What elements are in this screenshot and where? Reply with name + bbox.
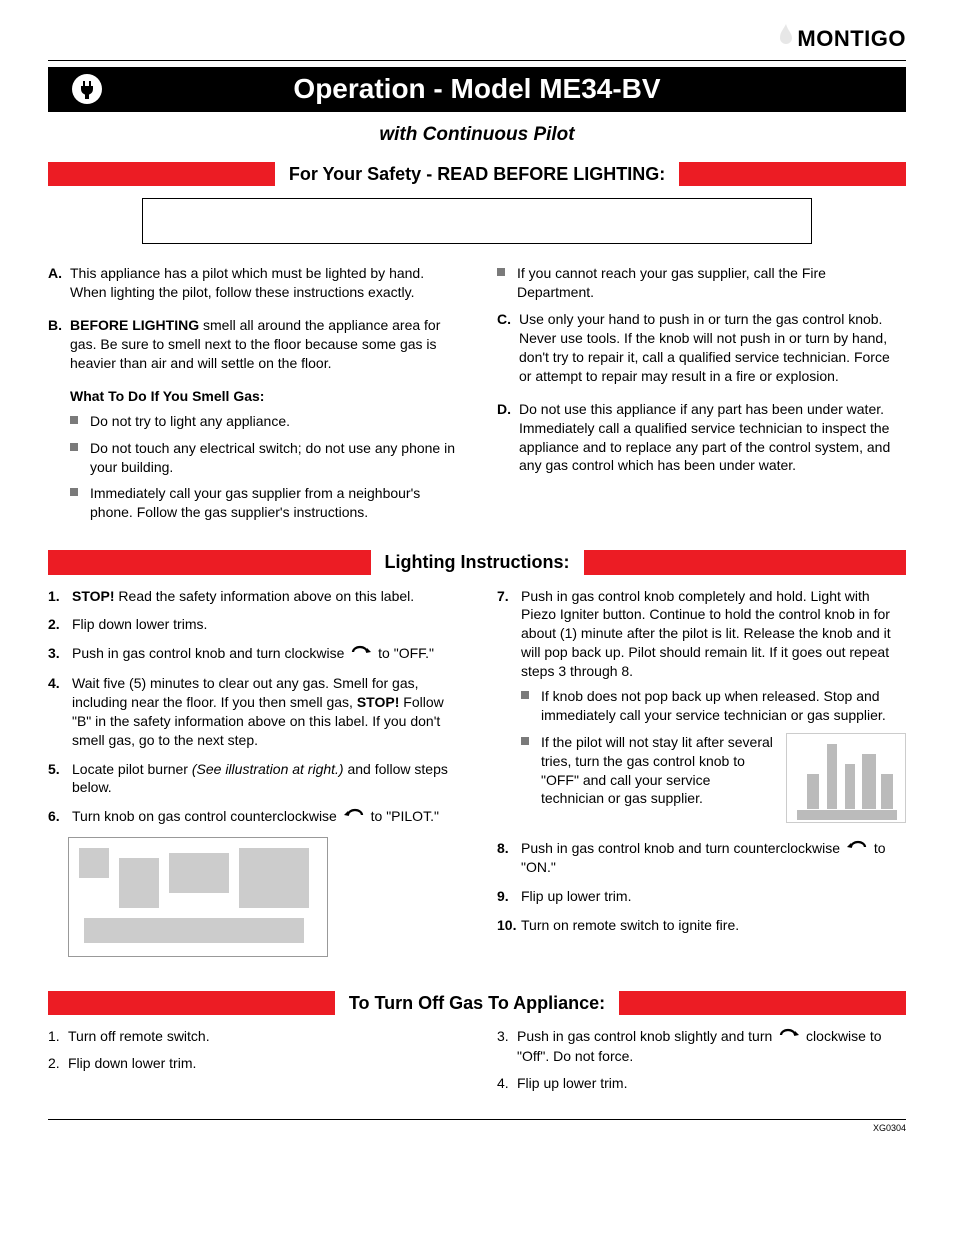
safety-d-text: Do not use this appliance if any part ha…	[519, 400, 906, 476]
turnoff-1-text: Turn off remote switch.	[68, 1028, 210, 1044]
safety-c-text: Use only your hand to push in or turn th…	[519, 310, 906, 386]
smell-gas-item: Do not try to light any appliance.	[70, 412, 457, 431]
step-9: 9. Flip up lower trim.	[497, 887, 906, 906]
smell-gas-item: If you cannot reach your gas supplier, c…	[497, 264, 906, 302]
header-row: MONTIGO	[48, 24, 906, 54]
section-header-lighting: Lighting Instructions:	[48, 550, 906, 574]
safety-item-b: B. BEFORE LIGHTING smell all around the …	[48, 316, 457, 373]
step-2: 2. Flip down lower trims.	[48, 615, 457, 634]
smell-gas-heading: What To Do If You Smell Gas:	[70, 387, 457, 406]
step7-bullet-b: If the pilot will not stay lit after sev…	[521, 733, 906, 809]
smell-gas-list-r: If you cannot reach your gas supplier, c…	[497, 264, 906, 302]
turnoff-step-4: 4.Flip up lower trim.	[497, 1074, 906, 1093]
lighting-steps-left: 1. STOP! Read the safety information abo…	[48, 587, 457, 828]
step4-stop: STOP!	[357, 694, 400, 710]
flame-icon	[777, 24, 795, 54]
ccw-arrow-icon	[343, 808, 365, 827]
turnoff-columns: 1.Turn off remote switch. 2.Flip down lo…	[48, 1027, 906, 1101]
lighting-col-right: 7. Push in gas control knob completely a…	[497, 587, 906, 966]
step8-a: Push in gas control knob and turn counte…	[521, 840, 844, 856]
step7-sublist: If knob does not pop back up when releas…	[521, 687, 906, 808]
turnoff-col-left: 1.Turn off remote switch. 2.Flip down lo…	[48, 1027, 457, 1101]
safety-item-c: C. Use only your hand to push in or turn…	[497, 310, 906, 386]
smell-gas-item: Do not touch any electrical switch; do n…	[70, 439, 457, 477]
ccw-arrow-icon	[846, 840, 868, 859]
turnoff-step-1: 1.Turn off remote switch.	[48, 1027, 457, 1046]
red-bar-left	[48, 991, 335, 1015]
document-code: XG0304	[48, 1119, 906, 1134]
turnoff-4-text: Flip up lower trim.	[517, 1075, 627, 1091]
step-4: 4. Wait five (5) minutes to clear out an…	[48, 674, 457, 750]
step7-bullet-b-text: If the pilot will not stay lit after sev…	[541, 734, 773, 807]
step3-b: to "OFF."	[378, 645, 434, 661]
lighting-steps-right: 7. Push in gas control knob completely a…	[497, 587, 906, 936]
step3-a: Push in gas control knob and turn clockw…	[72, 645, 348, 661]
step2-text: Flip down lower trims.	[72, 616, 207, 632]
step7-bullet-a: If knob does not pop back up when releas…	[521, 687, 906, 725]
subtitle: with Continuous Pilot	[48, 122, 906, 148]
turnoff-heading: To Turn Off Gas To Appliance:	[335, 991, 619, 1015]
safety-b-lead: BEFORE LIGHTING	[70, 317, 199, 333]
safety-col-right: If you cannot reach your gas supplier, c…	[497, 264, 906, 530]
brand-logo: MONTIGO	[777, 24, 906, 54]
step7-text: Push in gas control knob completely and …	[521, 588, 891, 680]
cw-arrow-icon	[350, 645, 372, 664]
step1-rest: Read the safety information above on thi…	[115, 588, 415, 604]
lighting-heading: Lighting Instructions:	[371, 550, 584, 574]
red-bar-left	[48, 162, 275, 186]
turnoff-col-right: 3. Push in gas control knob slightly and…	[497, 1027, 906, 1101]
safety-item-a: A. This appliance has a pilot which must…	[48, 264, 457, 302]
plug-icon	[72, 74, 102, 104]
step-6: 6. Turn knob on gas control counterclock…	[48, 807, 457, 827]
step-8: 8. Push in gas control knob and turn cou…	[497, 839, 906, 878]
safety-b-text: BEFORE LIGHTING smell all around the app…	[70, 316, 457, 373]
section-header-turnoff: To Turn Off Gas To Appliance:	[48, 991, 906, 1015]
title-bar: Operation - Model ME34-BV	[48, 67, 906, 113]
smell-gas-list: Do not try to light any appliance. Do no…	[70, 412, 457, 522]
brand-text: MONTIGO	[797, 24, 906, 54]
step-5: 5. Locate pilot burner (See illustration…	[48, 760, 457, 798]
step-7: 7. Push in gas control knob completely a…	[497, 587, 906, 829]
safety-heading: For Your Safety - READ BEFORE LIGHTING:	[275, 162, 679, 186]
section-header-safety: For Your Safety - READ BEFORE LIGHTING:	[48, 162, 906, 186]
lighting-columns: 1. STOP! Read the safety information abo…	[48, 587, 906, 966]
turnoff-steps-right: 3. Push in gas control knob slightly and…	[497, 1027, 906, 1093]
step-10: 10. Turn on remote switch to ignite fire…	[497, 916, 906, 935]
lighting-col-left: 1. STOP! Read the safety information abo…	[48, 587, 457, 966]
safety-col-left: A. This appliance has a pilot which must…	[48, 264, 457, 530]
safety-item-d: D. Do not use this appliance if any part…	[497, 400, 906, 476]
pilot-burner-illustration	[786, 733, 906, 823]
red-bar-right	[619, 991, 906, 1015]
smell-gas-item: Immediately call your gas supplier from …	[70, 484, 457, 522]
step6-b: to "PILOT."	[371, 808, 439, 824]
turnoff-2-text: Flip down lower trim.	[68, 1055, 196, 1071]
step5-i: (See illustration at right.)	[192, 761, 344, 777]
turnoff-step-2: 2.Flip down lower trim.	[48, 1054, 457, 1073]
turnoff-step-3: 3. Push in gas control knob slightly and…	[497, 1027, 906, 1066]
safety-a-text: This appliance has a pilot which must be…	[70, 264, 457, 302]
step1-lead: STOP!	[72, 588, 115, 604]
step6-a: Turn knob on gas control counterclockwis…	[72, 808, 341, 824]
step9-text: Flip up lower trim.	[521, 888, 631, 904]
warning-placeholder-box	[142, 198, 811, 244]
step-1: 1. STOP! Read the safety information abo…	[48, 587, 457, 606]
cw-arrow-icon	[778, 1028, 800, 1047]
step5-a: Locate pilot burner	[72, 761, 192, 777]
page-title: Operation - Model ME34-BV	[122, 70, 832, 108]
red-bar-right	[679, 162, 906, 186]
red-bar-left	[48, 550, 371, 574]
red-bar-right	[584, 550, 907, 574]
step10-text: Turn on remote switch to ignite fire.	[521, 917, 739, 933]
header-rule	[48, 60, 906, 61]
turnoff-3a: Push in gas control knob slightly and tu…	[517, 1028, 776, 1044]
gas-control-diagram	[68, 837, 328, 957]
safety-columns: A. This appliance has a pilot which must…	[48, 264, 906, 530]
turnoff-steps-left: 1.Turn off remote switch. 2.Flip down lo…	[48, 1027, 457, 1073]
step-3: 3. Push in gas control knob and turn clo…	[48, 644, 457, 664]
